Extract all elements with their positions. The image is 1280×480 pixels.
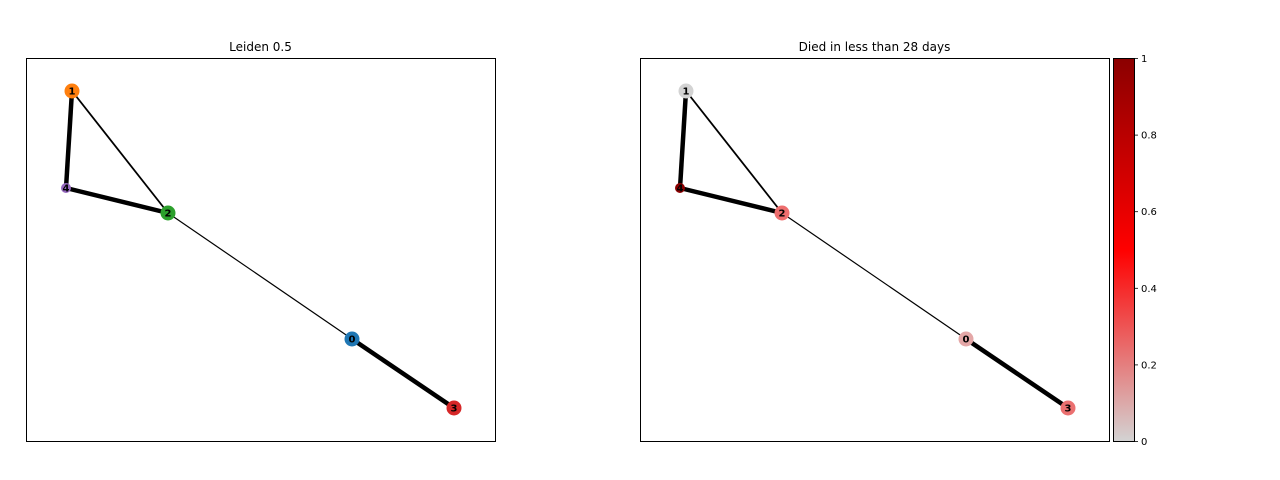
node-label: 4 — [63, 184, 70, 195]
colorbar-tick-label: 0.4 — [1141, 284, 1157, 295]
panel-leiden: Leiden 0.5 0 1 2 3 4 — [26, 40, 496, 442]
node-marker — [958, 331, 974, 347]
edge-4-2 — [65, 185, 169, 216]
node-label: 3 — [451, 404, 458, 415]
edge-4-2 — [679, 185, 783, 216]
node-marker — [61, 183, 71, 193]
graph-node-2: 2 — [160, 205, 176, 221]
node-group: 0 1 2 3 4 — [61, 83, 462, 416]
edge-group — [63, 90, 456, 410]
colorbar-tick-label: 0.2 — [1141, 360, 1157, 371]
colorbar-tick-label: 0.8 — [1141, 131, 1157, 142]
graph-node-0: 0 — [344, 331, 360, 347]
panel-died-28-days: Died in less than 28 days 0 1 2 3 4 — [640, 40, 1110, 442]
node-label: 4 — [677, 184, 684, 195]
edge-1-2 — [685, 90, 783, 214]
node-label: 0 — [963, 335, 970, 346]
graph-node-4: 4 — [675, 183, 685, 195]
graph-node-1: 1 — [64, 83, 80, 99]
edge-2-0 — [781, 212, 967, 340]
edge-0-3 — [964, 337, 1070, 410]
graph-node-3: 3 — [446, 400, 462, 416]
node-label: 3 — [1065, 404, 1072, 415]
node-marker — [64, 83, 80, 99]
graph-node-0: 0 — [958, 331, 974, 347]
edge-0-3 — [350, 337, 456, 410]
node-label: 1 — [69, 87, 76, 98]
node-marker — [774, 205, 790, 221]
panel-title: Leiden 0.5 — [229, 40, 292, 54]
colorbar-ticks: 0 0.2 0.4 0.6 0.8 1 — [1134, 54, 1157, 448]
node-group: 0 1 2 3 4 — [675, 83, 1076, 416]
node-marker — [446, 400, 462, 416]
plot-frame — [640, 58, 1110, 442]
colorbar-gradient — [1113, 58, 1135, 442]
node-label: 0 — [349, 335, 356, 346]
plot-frame — [26, 58, 496, 442]
node-marker — [675, 183, 685, 193]
edge-1-4 — [677, 90, 689, 189]
colorbar-tick-label: 0.6 — [1141, 207, 1157, 218]
graph-node-2: 2 — [774, 205, 790, 221]
colorbar-tick-label: 0 — [1141, 437, 1147, 448]
node-label: 2 — [779, 209, 786, 220]
colorbar-tick-label: 1 — [1141, 54, 1147, 65]
node-label: 2 — [165, 209, 172, 220]
node-marker — [344, 331, 360, 347]
graph-node-3: 3 — [1060, 400, 1076, 416]
node-label: 1 — [683, 87, 690, 98]
node-marker — [160, 205, 176, 221]
edge-group — [677, 90, 1070, 410]
edge-1-4 — [63, 90, 75, 189]
edge-1-2 — [71, 90, 169, 214]
graph-node-1: 1 — [678, 83, 694, 99]
node-marker — [1060, 400, 1076, 416]
colorbar: 0 0.2 0.4 0.6 0.8 1 — [1113, 54, 1157, 448]
node-marker — [678, 83, 694, 99]
graph-node-4: 4 — [61, 183, 71, 195]
panel-title: Died in less than 28 days — [799, 40, 951, 54]
edge-2-0 — [167, 212, 353, 340]
